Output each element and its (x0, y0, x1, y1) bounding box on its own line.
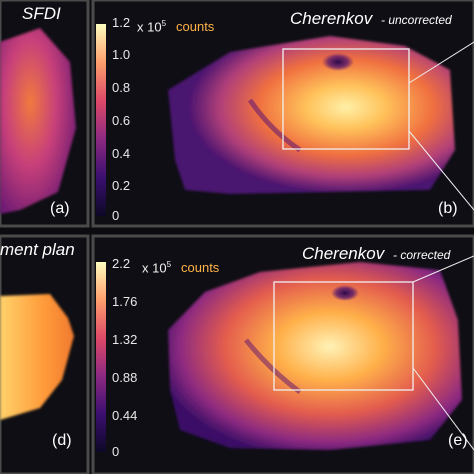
colorbar-bottom-multiplier: x 105 (142, 260, 172, 276)
colorbar-top-tick: 0.8 (112, 80, 131, 95)
panel-d-title: ment plan (0, 240, 75, 259)
colorbar-top-tick: 0.6 (112, 113, 131, 128)
panel-b-title: Cherenkov (290, 9, 373, 28)
panel-a-letter: (a) (50, 200, 70, 217)
panel-b-letter: (b) (438, 200, 458, 217)
sfdi-image (0, 28, 76, 214)
colorbar-bottom-tick: 0.44 (112, 408, 138, 423)
cherenkov-corrected-image (168, 262, 462, 450)
roi-box-b (282, 48, 410, 150)
roi-leader-e-bottom (412, 367, 474, 451)
colorbar-top-multiplier: x 105 (137, 19, 167, 35)
dark-spot-e (331, 285, 359, 301)
skin-fold-e (244, 338, 302, 395)
colorbar-top-tick: 0 (112, 208, 120, 223)
colorbar-bottom-tick: 1.32 (112, 332, 138, 347)
panel-e-letter: (e) (448, 432, 468, 449)
panel-a-title: SFDI (22, 4, 61, 23)
panel-e-title: Cherenkov (302, 244, 385, 263)
colorbar-bottom-unit: counts (181, 260, 220, 275)
skin-fold-b (247, 98, 302, 153)
treatment-plan-image (0, 294, 74, 420)
colorbar-bottom-tick: 0.88 (112, 370, 138, 385)
roi-leader-b-bottom (408, 130, 474, 211)
cherenkov-uncorrected-image (168, 36, 455, 194)
colorbar-top-tick: 1.0 (112, 47, 131, 62)
panel-b-subtitle: - uncorrected (381, 13, 452, 27)
colorbar-top-tick: 1.2 (112, 15, 131, 30)
panel-d-letter: (d) (52, 432, 72, 449)
colorbar-top-tick: 0.2 (112, 178, 131, 193)
dark-spot-b (322, 53, 354, 71)
colorbar-bottom (96, 262, 106, 452)
colorbar-bottom-tick: 1.76 (112, 294, 138, 309)
colorbar-top-tick: 0.4 (112, 146, 131, 161)
roi-leader-b-top (408, 41, 474, 84)
colorbar-bottom-tick: 2.2 (112, 256, 131, 271)
roi-box-e (273, 281, 414, 391)
colorbar-bottom-tick: 0 (112, 444, 120, 459)
roi-leader-e-top (412, 255, 474, 283)
colorbar-top-unit: counts (176, 19, 215, 34)
panel-e-subtitle: - corrected (393, 248, 451, 262)
colorbar-top (96, 24, 106, 216)
